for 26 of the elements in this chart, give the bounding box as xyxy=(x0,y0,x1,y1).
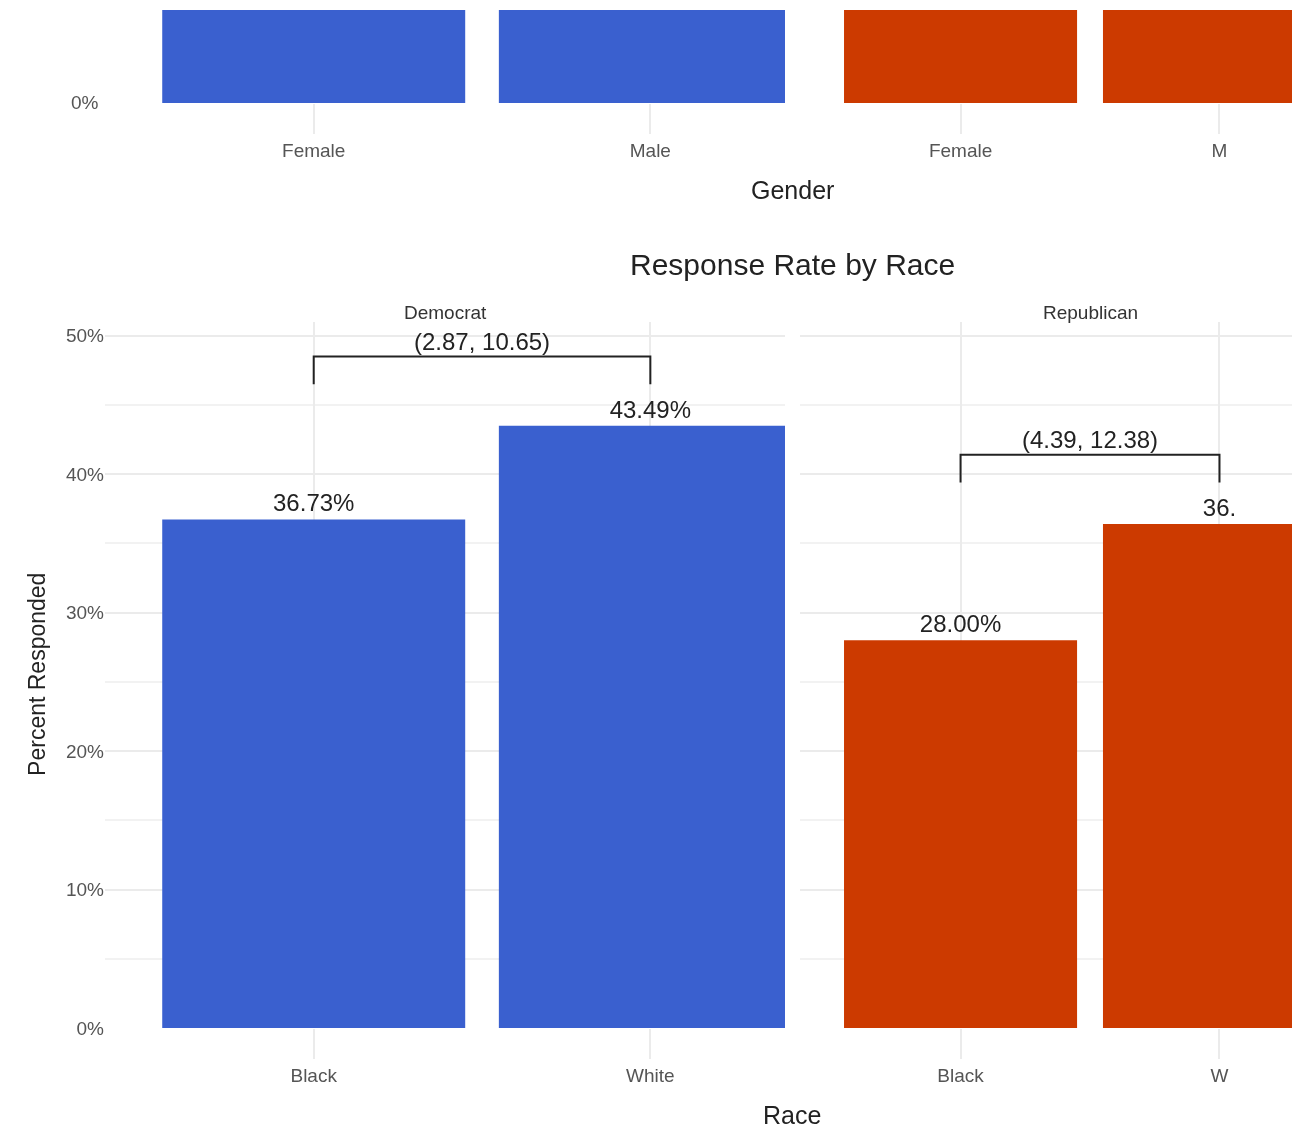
x-tick-label: Black xyxy=(937,1064,985,1086)
annotation: (2.87, 10.65) xyxy=(414,328,551,355)
chart-title: Response Rate by Race xyxy=(630,248,956,281)
x-tick-label: Female xyxy=(282,139,346,161)
x-tick-label: W xyxy=(1210,1064,1229,1086)
y-tick-label: 20% xyxy=(65,740,105,762)
y-tick-label: 40% xyxy=(65,463,105,485)
chart-subtitle: Democrat xyxy=(404,302,488,323)
x-axis-title: Gender xyxy=(751,176,835,204)
data-label: 43.49% xyxy=(609,395,692,423)
data-label: 36.73% xyxy=(273,489,355,517)
x-tick-label: Female xyxy=(928,139,993,161)
y-tick-label: 0% xyxy=(76,1017,105,1039)
chart-subtitle: Republican xyxy=(1043,302,1139,323)
x-tick-label: White xyxy=(626,1064,675,1086)
data-label: 36. xyxy=(1202,494,1237,521)
y-tick-label: 50% xyxy=(65,325,105,347)
y-axis-title: Percent Responded xyxy=(24,572,51,776)
data-label: 28.00% xyxy=(919,610,1002,638)
x-tick-label: Male xyxy=(629,139,671,161)
y-tick-label: 30% xyxy=(65,602,105,624)
annotation: (4.39, 12.38) xyxy=(1022,426,1159,453)
x-tick-label: M xyxy=(1211,139,1228,161)
x-tick-label: Black xyxy=(290,1064,338,1086)
x-axis-title: Race xyxy=(763,1101,822,1129)
y-tick-label: 10% xyxy=(65,879,105,901)
